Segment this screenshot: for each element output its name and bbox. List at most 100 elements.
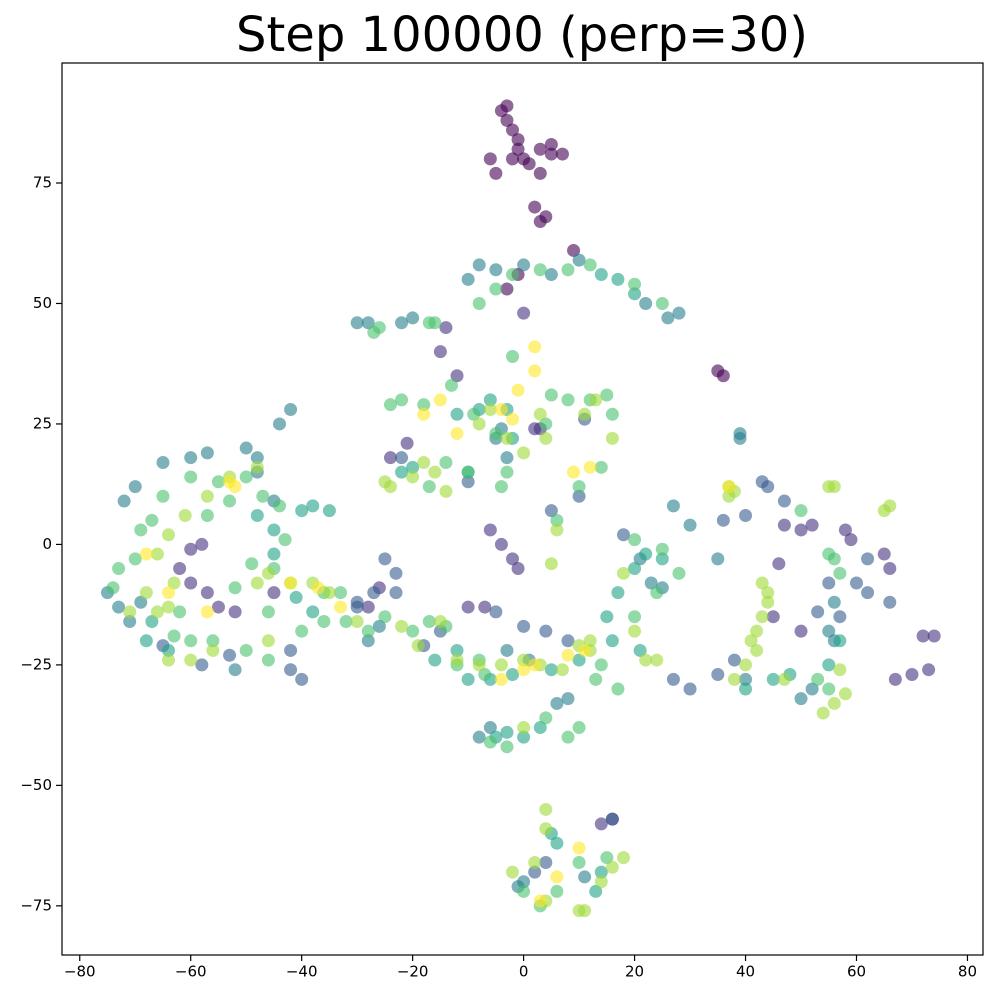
x-tick-label: 0 xyxy=(519,963,529,981)
point xyxy=(650,586,664,600)
point xyxy=(517,653,531,667)
point xyxy=(361,634,375,648)
point xyxy=(561,730,575,744)
point xyxy=(733,427,747,441)
point xyxy=(533,142,547,156)
point xyxy=(400,436,414,450)
point xyxy=(284,576,298,590)
point xyxy=(500,451,514,465)
point xyxy=(827,552,841,566)
point xyxy=(395,465,409,479)
point xyxy=(134,595,148,609)
point xyxy=(589,672,603,686)
point xyxy=(761,480,775,494)
point xyxy=(594,460,608,474)
point xyxy=(666,499,680,513)
point xyxy=(417,407,431,421)
point xyxy=(339,615,353,629)
point xyxy=(777,518,791,532)
point xyxy=(877,547,891,561)
point xyxy=(922,663,936,677)
point xyxy=(489,427,503,441)
point xyxy=(184,576,198,590)
point xyxy=(517,721,531,735)
point xyxy=(605,407,619,421)
point xyxy=(578,407,592,421)
point xyxy=(267,547,281,561)
point xyxy=(533,407,547,421)
point xyxy=(506,412,520,426)
point xyxy=(184,634,198,648)
point xyxy=(511,133,525,147)
point xyxy=(272,417,286,431)
point xyxy=(478,668,492,682)
point xyxy=(766,610,780,624)
point xyxy=(361,600,375,614)
point xyxy=(483,152,497,166)
point xyxy=(544,268,558,282)
point xyxy=(272,499,286,513)
point xyxy=(539,855,553,869)
point xyxy=(334,586,348,600)
point xyxy=(611,682,625,696)
point xyxy=(250,460,264,474)
point xyxy=(483,735,497,749)
point xyxy=(578,870,592,884)
point xyxy=(905,668,919,682)
point xyxy=(750,624,764,638)
point xyxy=(494,537,508,551)
point xyxy=(506,552,520,566)
point xyxy=(755,610,769,624)
point xyxy=(550,523,564,537)
point xyxy=(461,672,475,686)
point xyxy=(827,480,841,494)
point xyxy=(378,552,392,566)
point xyxy=(711,668,725,682)
point xyxy=(528,364,542,378)
y-tick-label: −25 xyxy=(20,655,52,673)
point xyxy=(195,658,209,672)
point xyxy=(739,672,753,686)
point xyxy=(539,624,553,638)
point xyxy=(544,388,558,402)
point xyxy=(500,725,514,739)
point xyxy=(594,658,608,672)
point xyxy=(228,605,242,619)
point xyxy=(511,383,525,397)
point xyxy=(472,258,486,272)
point xyxy=(395,451,409,465)
point xyxy=(489,282,503,296)
point xyxy=(433,615,447,629)
point xyxy=(295,624,309,638)
point xyxy=(200,509,214,523)
point xyxy=(289,590,303,604)
point xyxy=(444,378,458,392)
point xyxy=(239,643,253,657)
point xyxy=(644,576,658,590)
point xyxy=(156,489,170,503)
point xyxy=(533,263,547,277)
point xyxy=(211,475,225,489)
point xyxy=(173,605,187,619)
point xyxy=(600,388,614,402)
point xyxy=(572,653,586,667)
point xyxy=(433,393,447,407)
point xyxy=(461,272,475,286)
point xyxy=(117,494,131,508)
point xyxy=(850,576,864,590)
point xyxy=(616,851,630,865)
point xyxy=(683,518,697,532)
point xyxy=(406,311,420,325)
point xyxy=(228,663,242,677)
point xyxy=(395,316,409,330)
point xyxy=(261,605,275,619)
point xyxy=(861,552,875,566)
point xyxy=(611,272,625,286)
point xyxy=(139,586,153,600)
point xyxy=(517,619,531,633)
point xyxy=(250,576,264,590)
point xyxy=(550,696,564,710)
point xyxy=(322,586,336,600)
x-tick-label: −60 xyxy=(175,963,207,981)
point xyxy=(383,480,397,494)
